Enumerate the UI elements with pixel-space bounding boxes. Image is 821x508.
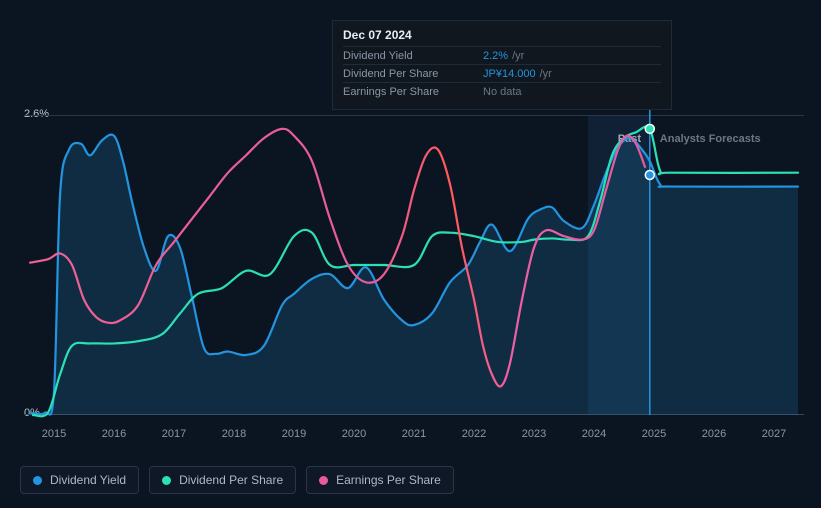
legend-dot-icon <box>162 476 171 485</box>
legend-dot-icon <box>319 476 328 485</box>
x-tick: 2025 <box>642 428 666 440</box>
x-tick: 2027 <box>762 428 786 440</box>
tooltip-key: Dividend Per Share <box>343 68 483 80</box>
legend-label: Dividend Per Share <box>179 473 283 487</box>
tooltip-row: Dividend Per ShareJP¥14.000/yr <box>343 64 661 82</box>
tooltip-key: Earnings Per Share <box>343 86 483 98</box>
tooltip-unit: /yr <box>512 50 524 62</box>
x-tick: 2015 <box>42 428 66 440</box>
x-tick: 2026 <box>702 428 726 440</box>
tooltip-value: No data <box>483 86 522 98</box>
x-tick: 2018 <box>222 428 246 440</box>
tooltip-date: Dec 07 2024 <box>343 28 661 46</box>
chart-tooltip: Dec 07 2024 Dividend Yield2.2%/yrDividen… <box>332 20 672 110</box>
x-tick: 2023 <box>522 428 546 440</box>
tooltip-row: Earnings Per ShareNo data <box>343 82 661 100</box>
x-tick: 2022 <box>462 428 486 440</box>
plot-area[interactable] <box>24 115 804 415</box>
legend-dot-icon <box>33 476 42 485</box>
dividend-chart: 2.6% 0% Past Analysts Forecasts 20152016… <box>0 0 821 508</box>
x-tick: 2017 <box>162 428 186 440</box>
x-tick: 2021 <box>402 428 426 440</box>
tooltip-unit: /yr <box>540 68 552 80</box>
legend-dividend-yield[interactable]: Dividend Yield <box>20 466 139 494</box>
x-tick: 2019 <box>282 428 306 440</box>
x-tick: 2024 <box>582 428 606 440</box>
tooltip-value: JP¥14.000 <box>483 68 536 80</box>
legend-label: Dividend Yield <box>50 473 126 487</box>
tooltip-key: Dividend Yield <box>343 50 483 62</box>
x-tick: 2020 <box>342 428 366 440</box>
legend-label: Earnings Per Share <box>336 473 441 487</box>
legend-earnings-per-share[interactable]: Earnings Per Share <box>306 466 454 494</box>
chart-legend: Dividend Yield Dividend Per Share Earnin… <box>20 466 454 494</box>
tooltip-value: 2.2% <box>483 50 508 62</box>
tooltip-row: Dividend Yield2.2% /yr <box>343 46 661 64</box>
legend-dividend-per-share[interactable]: Dividend Per Share <box>149 466 296 494</box>
plot-svg <box>24 115 804 415</box>
x-tick: 2016 <box>102 428 126 440</box>
